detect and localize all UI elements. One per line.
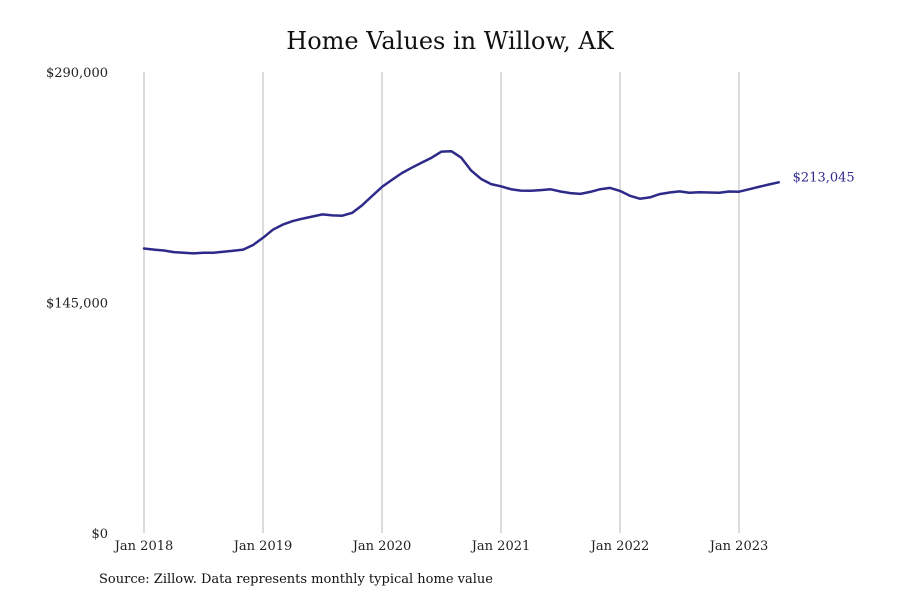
y-tick-label: $0 [91,527,108,542]
x-tick-label: Jan 2019 [232,539,293,554]
x-tick-label: Jan 2023 [708,539,769,554]
grid-lines [143,72,740,533]
y-tick-label: $145,000 [46,297,108,312]
x-tick-label: Jan 2021 [470,539,531,554]
series-layer: $213,045 [142,149,855,255]
y-axis-ticks: $0 $145,000 $290,000 [46,66,108,542]
x-tick-label: Jan 2020 [351,539,412,554]
source-note: Source: Zillow. Data represents monthly … [99,572,493,587]
series-line [142,149,780,255]
x-tick-label: Jan 2018 [113,539,174,554]
x-tick-label: Jan 2022 [589,539,650,554]
chart-title: Home Values in Willow, AK [286,27,614,55]
x-axis-ticks: Jan 2018 Jan 2019 Jan 2020 Jan 2021 Jan 2022… [113,539,769,554]
end-value-label: $213,045 [793,170,855,185]
y-tick-label: $290,000 [46,66,108,81]
